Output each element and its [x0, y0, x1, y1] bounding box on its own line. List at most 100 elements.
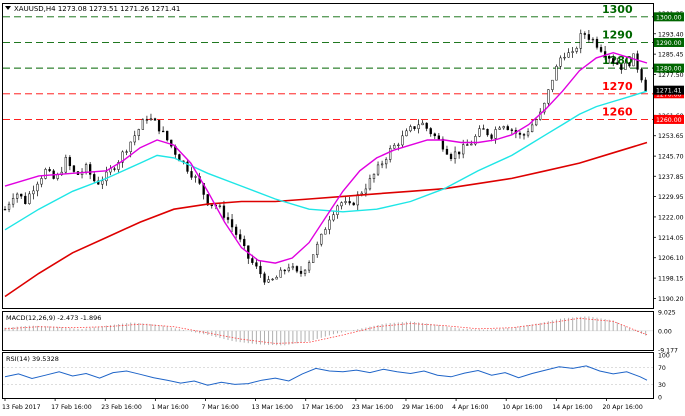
candle-body	[603, 51, 607, 57]
candle-body	[32, 190, 35, 195]
candle-body	[279, 269, 282, 278]
price-tick-label: 1253.65	[658, 133, 684, 140]
main-panel-frame	[2, 3, 654, 309]
candle-body	[40, 178, 43, 185]
level-label-1270: 1270	[602, 80, 633, 93]
price-tick-label: 1277.50	[658, 72, 684, 79]
candle-body	[206, 194, 209, 206]
candle-body	[133, 135, 136, 143]
rsi-label: RSI(14) 39.5328	[6, 355, 59, 363]
level-badge-bg	[654, 114, 684, 124]
rsi-tick-label: 0	[658, 395, 662, 402]
candle-body	[307, 262, 311, 271]
candle-body	[56, 174, 59, 179]
level-label-1260: 1260	[602, 105, 633, 118]
candle-body	[417, 124, 420, 129]
time-tick-label: 23 Mar 16:00	[352, 404, 393, 411]
candle-body	[344, 201, 347, 203]
candle-body	[141, 119, 145, 130]
candle-body	[401, 135, 404, 146]
rsi-tick-label: 100	[658, 353, 670, 360]
symbol-header: XAUUSD,H4 1273.08 1273.51 1271.26 1271.4…	[5, 5, 180, 13]
candle-body	[425, 122, 428, 129]
candle-body	[137, 129, 140, 136]
candle-body	[498, 127, 501, 130]
candle-body	[620, 64, 623, 70]
candle-body	[470, 143, 473, 146]
candle-body	[113, 168, 116, 170]
ma-cyan-line	[4, 90, 648, 231]
candle-body	[20, 193, 23, 197]
candle-body	[453, 151, 457, 159]
time-axis: 13 Feb 2017 17 Feb 16:00 23 Feb 16:00 1 Mar…	[2, 398, 643, 411]
candle-body	[320, 233, 323, 245]
candle-body	[616, 62, 619, 65]
current-price-text: 1271.41	[656, 88, 682, 95]
candle-body	[376, 164, 380, 175]
candle-body	[571, 51, 574, 53]
ma-magenta-line	[4, 51, 648, 264]
candle-body	[551, 79, 554, 90]
candle-body	[462, 144, 465, 155]
candle-body	[101, 180, 104, 185]
candle-body	[295, 266, 299, 272]
candle-body	[166, 130, 169, 141]
candle-body	[595, 38, 599, 48]
candle-body	[44, 169, 47, 179]
level-badge-text: 1270.00	[656, 91, 682, 98]
candle-body	[226, 217, 230, 220]
candle-body	[145, 119, 149, 121]
candle-body	[291, 266, 295, 269]
level-badge-bg	[654, 63, 684, 73]
candle-body	[222, 205, 226, 218]
candle-body	[299, 270, 303, 274]
time-tick-label: 1 Mar 16:00	[151, 404, 188, 411]
candle-body	[239, 234, 242, 240]
rsi-line	[4, 365, 648, 386]
time-tick-label: 10 Apr 16:00	[502, 404, 542, 411]
candle-body	[170, 139, 173, 147]
candle-body	[457, 151, 461, 155]
candle-body	[186, 161, 189, 172]
candle-body	[105, 171, 108, 182]
candle-body	[117, 162, 120, 170]
candle-body	[518, 132, 522, 135]
level-badge-text: 1300.00	[656, 14, 682, 21]
candle-body	[547, 89, 550, 104]
candle-body	[559, 57, 562, 67]
candle-body	[336, 205, 339, 215]
candle-body	[157, 120, 161, 132]
candle-body	[251, 258, 254, 263]
candle-body	[7, 203, 11, 210]
candle-body	[526, 131, 530, 136]
candle-body	[243, 238, 246, 246]
candle-body	[28, 193, 31, 204]
candle-body	[303, 269, 307, 274]
macd-panel-frame	[2, 311, 654, 351]
candle-body	[522, 134, 526, 136]
candle-body	[441, 138, 445, 150]
candle-body	[490, 134, 493, 139]
candle-body	[149, 118, 153, 120]
dropdown-triangle-icon[interactable]	[5, 6, 11, 10]
time-tick-label: 23 Feb 16:00	[101, 404, 142, 411]
price-tick-label: 1285.45	[658, 52, 684, 59]
candle-body	[190, 171, 193, 178]
level-label-1300: 1300	[602, 3, 633, 16]
level-badge-bg	[654, 12, 684, 22]
price-tick-label: 1198.15	[658, 276, 684, 283]
candle-body	[429, 128, 432, 135]
candle-body	[316, 243, 319, 255]
candle-body	[364, 188, 368, 194]
candle-body	[368, 178, 372, 190]
candle-body	[543, 102, 546, 113]
candle-body	[11, 198, 15, 205]
candle-body	[636, 53, 639, 70]
time-tick-label: 7 Mar 16:00	[201, 404, 238, 411]
level-badge-text: 1280.00	[656, 66, 682, 73]
candle-body	[384, 159, 388, 165]
candle-body	[263, 273, 266, 283]
candle-body	[530, 124, 534, 132]
candle-body	[230, 219, 234, 228]
candle-body	[612, 58, 615, 63]
